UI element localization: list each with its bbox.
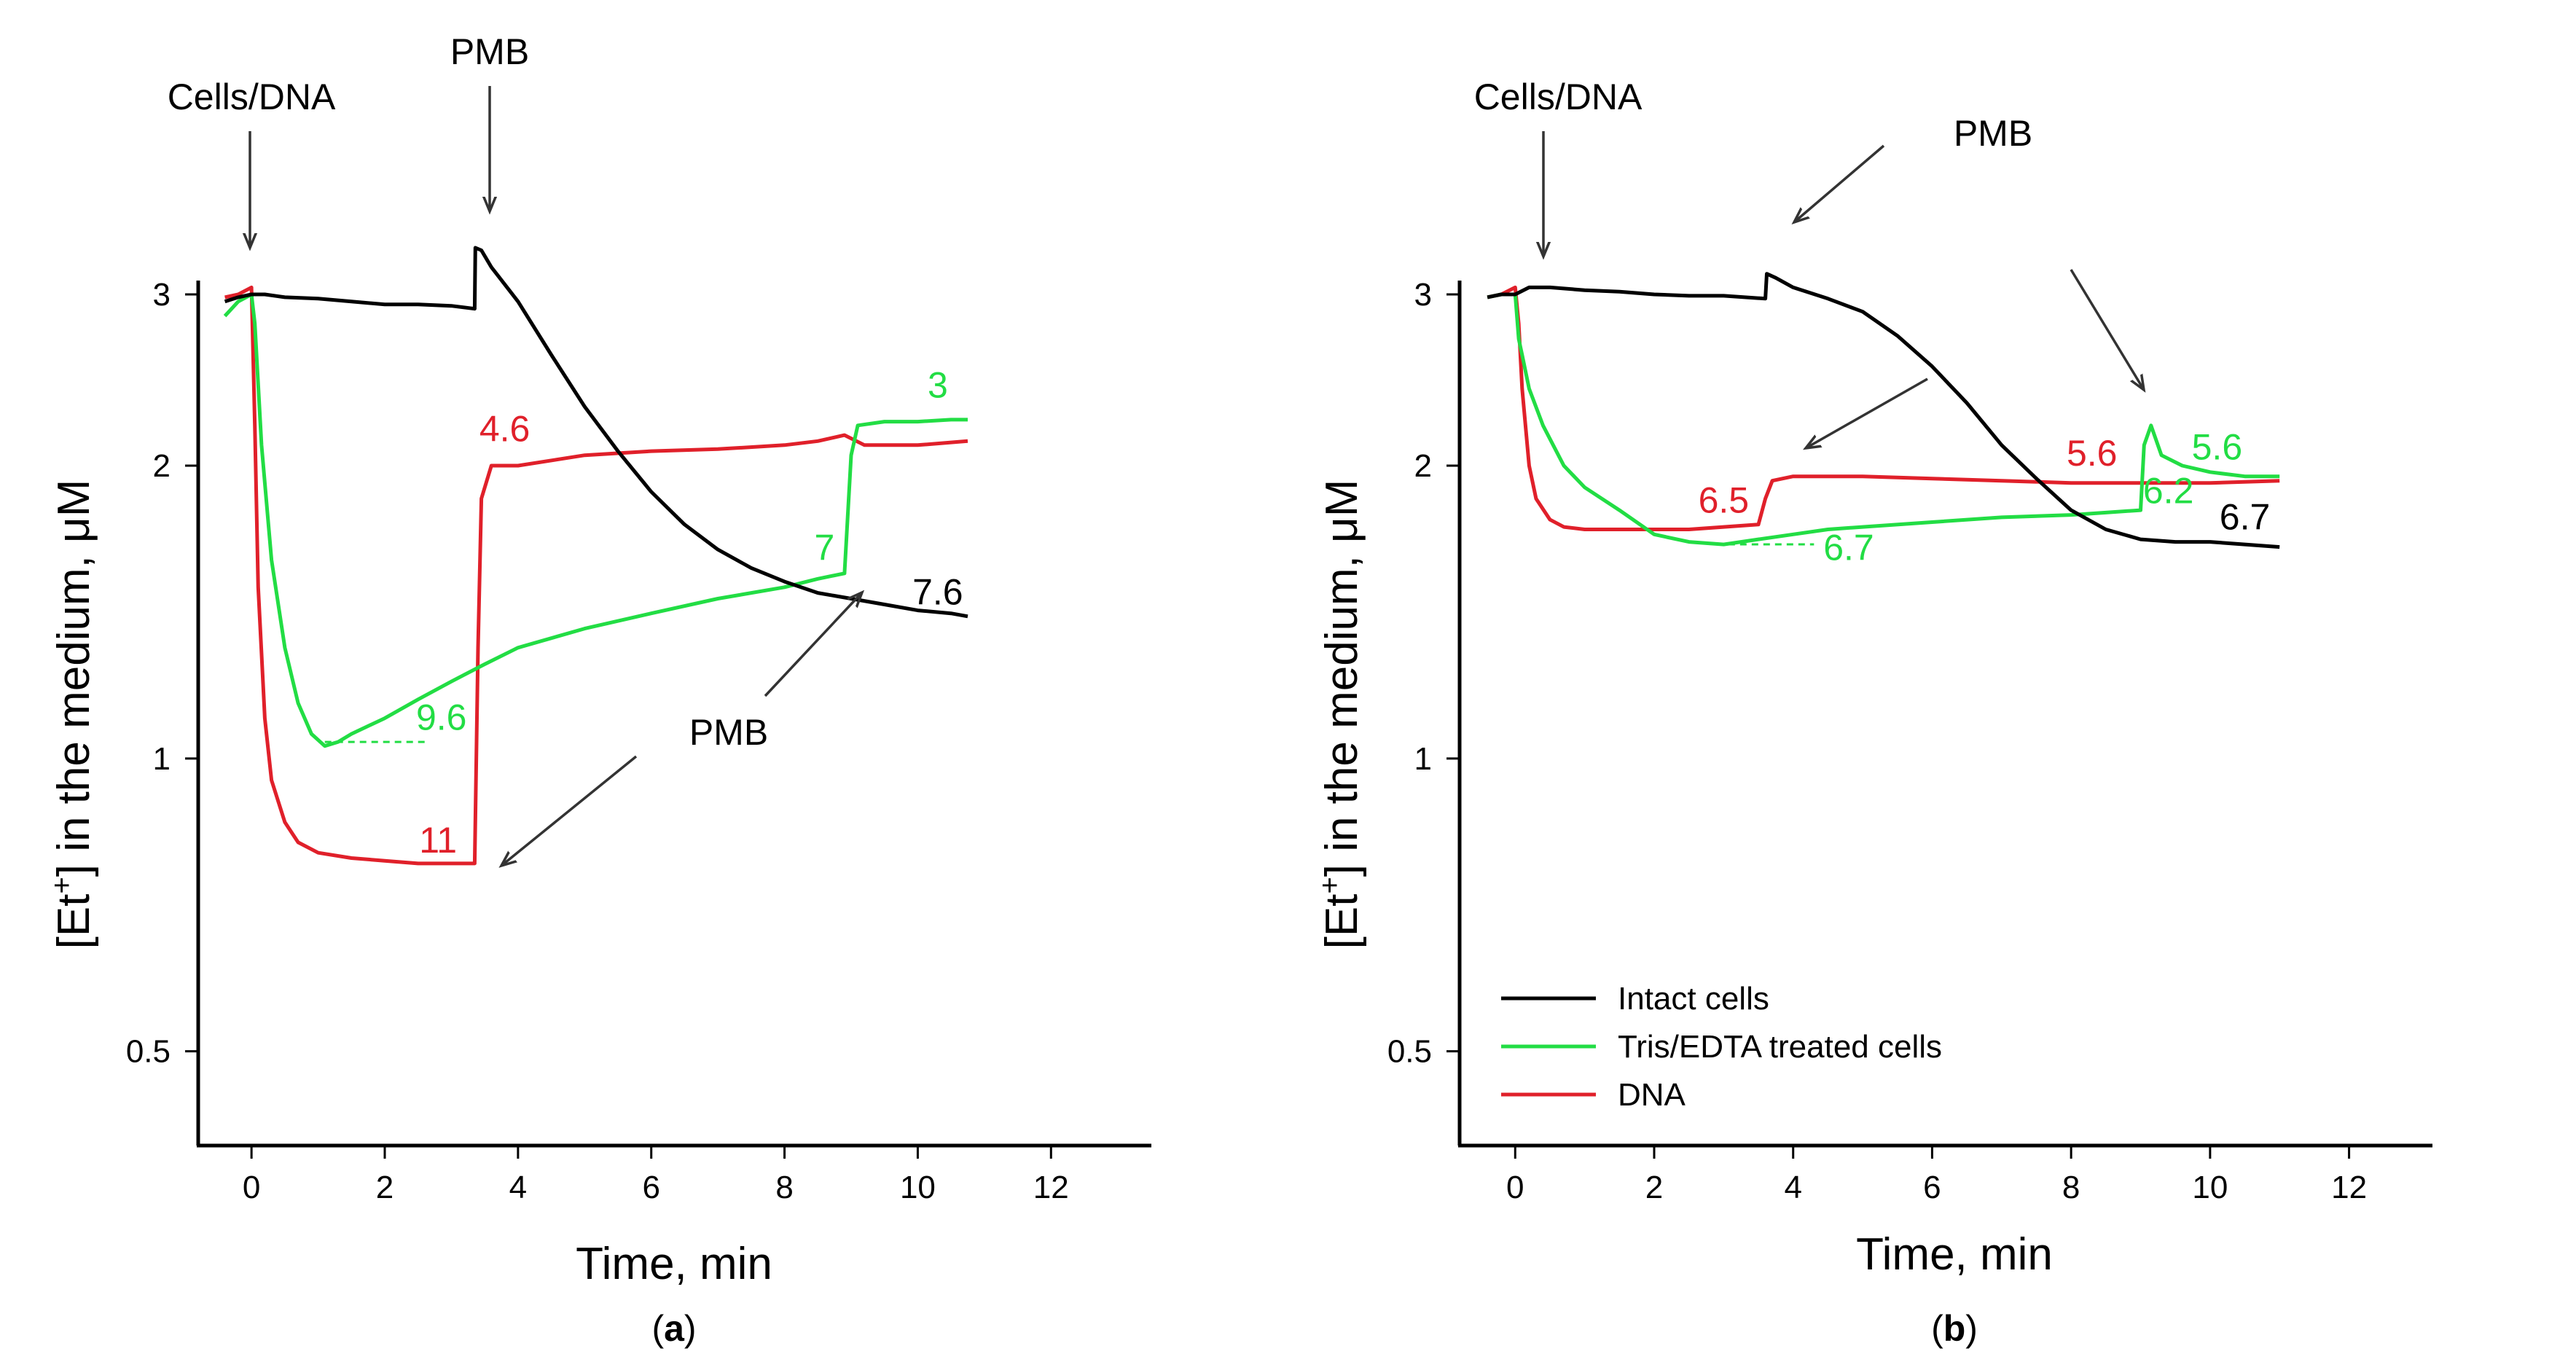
arrow-label-pmb-mid-a: PMB (689, 712, 768, 753)
data-label-a-0: 4.6 (479, 408, 531, 449)
y-axis-title-sup: + (1314, 877, 1346, 893)
y-axis-title-prefix: [Et (49, 894, 99, 950)
data-label-a-5: 7.6 (912, 571, 963, 612)
x-tick-label-a-0: 0 (243, 1170, 260, 1205)
y-axis-title-suffix: ] in the medium, μM (49, 480, 99, 877)
x-tick-label-a-6: 12 (1033, 1170, 1069, 1205)
legend-b: Intact cells Tris/EDTA treated cells DNA (1501, 981, 1942, 1113)
y-ticks-a: 0.5 1 2 3 (126, 277, 198, 1070)
y-axis-title-a: [Et+] in the medium, μM (46, 480, 99, 950)
x-tick-label-a-3: 6 (642, 1170, 659, 1205)
x-tick-label-a-2: 4 (509, 1170, 527, 1205)
data-label-a-2: 9.6 (416, 697, 467, 738)
y-tick-label-b-3: 3 (1414, 277, 1432, 313)
x-tick-label-b-4: 8 (2062, 1170, 2080, 1205)
series-line-tris-b (1487, 292, 2280, 547)
arrow-pmb-tris-b (2070, 269, 2144, 390)
arrow-label-cells-dna-b: Cells/DNA (1474, 77, 1643, 117)
panel-label-a: (a) (651, 1308, 696, 1349)
y-tick-label-a-3: 3 (153, 277, 171, 313)
series-line-intact-b (1487, 272, 2280, 549)
y-axis-title-prefix: [Et (1317, 894, 1367, 950)
series-line-intact-a (224, 246, 968, 619)
plot-area-a (223, 246, 968, 866)
series-line-dna-b (1487, 285, 2280, 531)
data-label-b-4: 5.6 (2192, 426, 2243, 467)
x-tick-label-b-6: 12 (2331, 1170, 2367, 1205)
arrow-pmb-mid-a-right (764, 592, 862, 697)
x-tick-label-b-1: 2 (1645, 1170, 1663, 1205)
x-tick-label-b-3: 6 (1923, 1170, 1941, 1205)
x-ticks-b: 0 2 4 6 8 10 12 (1506, 1146, 2367, 1205)
arrow-label-pmb-top-a: PMB (450, 31, 529, 72)
arrow-label-pmb-top-b: PMB (1954, 113, 2032, 154)
x-tick-label-a-4: 8 (775, 1170, 793, 1205)
data-label-a-3: 7 (815, 527, 835, 568)
y-axis-title-b: [Et+] in the medium, μM (1314, 480, 1367, 950)
x-axis-title-a: Time, min (576, 1239, 772, 1289)
legend-label-intact: Intact cells (1618, 981, 1769, 1017)
y-tick-label-a-1: 1 (153, 741, 171, 777)
series-line-dna-a (224, 285, 968, 866)
arrow-label-cells-dna-a: Cells/DNA (168, 77, 336, 117)
y-tick-label-a-2: 2 (153, 448, 171, 484)
x-tick-label-b-5: 10 (2192, 1170, 2228, 1205)
data-label-a-1: 11 (419, 820, 457, 861)
arrow-pmb-mid-a-left (501, 755, 638, 866)
series-line-tris-a (223, 292, 968, 748)
panel-label-b-letter: b (1943, 1308, 1966, 1349)
arrow-pmb-top-b (1794, 144, 1885, 222)
arrow-pmb-dna-b (1806, 377, 1928, 448)
y-ticks-b: 0.5 1 2 3 (1387, 277, 1460, 1070)
legend-label-dna: DNA (1618, 1077, 1686, 1113)
plot-area-b (1487, 272, 2280, 549)
data-label-b-5: 6.7 (2220, 496, 2271, 537)
x-tick-label-b-0: 0 (1506, 1170, 1524, 1205)
y-tick-label-a-0: 0.5 (126, 1034, 171, 1070)
x-tick-label-b-2: 4 (1784, 1170, 1801, 1205)
x-tick-label-a-1: 2 (376, 1170, 394, 1205)
y-axis-title-sup: + (46, 877, 78, 893)
data-label-b-1: 6.7 (1823, 527, 1874, 568)
y-axis-title-suffix: ] in the medium, μM (1317, 480, 1367, 877)
data-label-a-4: 3 (928, 365, 948, 406)
y-tick-label-b-1: 1 (1414, 741, 1432, 777)
panel-label-b: (b) (1931, 1308, 1978, 1349)
data-label-b-2: 5.6 (2067, 433, 2118, 474)
data-label-b-3: 6.2 (2143, 471, 2194, 512)
y-tick-label-b-0: 0.5 (1387, 1034, 1432, 1070)
x-axis-title-b: Time, min (1856, 1229, 2053, 1280)
x-ticks-a: 0 2 4 6 8 10 12 (243, 1146, 1069, 1205)
data-label-b-0: 6.5 (1699, 480, 1750, 520)
panel-label-a-letter: a (664, 1308, 685, 1349)
legend-label-tris: Tris/EDTA treated cells (1618, 1029, 1942, 1065)
x-tick-label-a-5: 10 (900, 1170, 936, 1205)
y-tick-label-b-2: 2 (1414, 448, 1432, 484)
